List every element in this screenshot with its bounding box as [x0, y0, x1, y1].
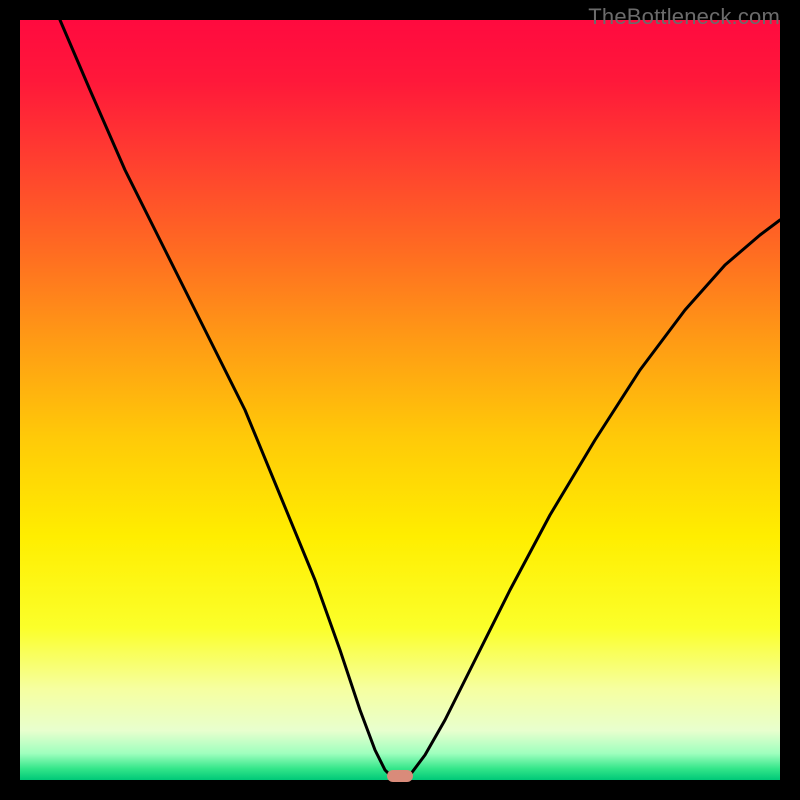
watermark-text: TheBottleneck.com	[588, 4, 780, 30]
bottleneck-chart	[0, 0, 800, 800]
curve-vertex-marker	[387, 770, 413, 782]
plot-background	[20, 20, 780, 780]
